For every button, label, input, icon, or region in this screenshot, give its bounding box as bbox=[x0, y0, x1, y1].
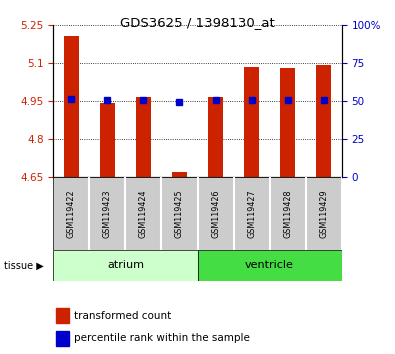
Bar bbox=[64, 36, 79, 177]
Text: GSM119426: GSM119426 bbox=[211, 189, 220, 238]
Bar bbox=[53, 250, 198, 281]
Text: GSM119423: GSM119423 bbox=[103, 189, 112, 238]
Bar bbox=[56, 308, 69, 323]
Bar bbox=[245, 67, 259, 177]
Text: GSM119422: GSM119422 bbox=[67, 189, 76, 238]
Bar bbox=[100, 103, 115, 177]
Text: GDS3625 / 1398130_at: GDS3625 / 1398130_at bbox=[120, 16, 275, 29]
Text: percentile rank within the sample: percentile rank within the sample bbox=[73, 333, 249, 343]
Bar bbox=[56, 331, 69, 346]
Text: GSM119429: GSM119429 bbox=[319, 189, 328, 238]
Text: tissue ▶: tissue ▶ bbox=[4, 261, 44, 270]
Text: transformed count: transformed count bbox=[73, 311, 171, 321]
Text: atrium: atrium bbox=[107, 261, 144, 270]
Bar bbox=[172, 172, 187, 177]
Bar bbox=[136, 97, 150, 177]
Bar bbox=[208, 97, 223, 177]
Text: GSM119427: GSM119427 bbox=[247, 189, 256, 238]
Bar bbox=[198, 250, 342, 281]
Text: GSM119425: GSM119425 bbox=[175, 189, 184, 238]
Bar bbox=[316, 65, 331, 177]
Bar bbox=[280, 68, 295, 177]
Text: GSM119424: GSM119424 bbox=[139, 189, 148, 238]
Text: GSM119428: GSM119428 bbox=[283, 189, 292, 238]
Text: ventricle: ventricle bbox=[245, 261, 294, 270]
